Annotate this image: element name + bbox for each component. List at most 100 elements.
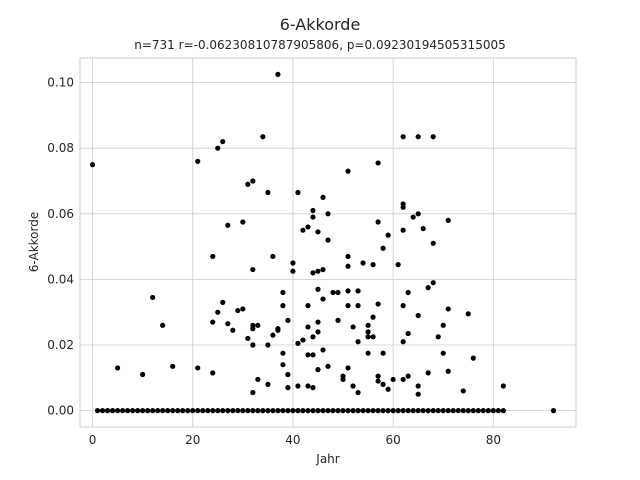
data-point bbox=[280, 303, 286, 309]
data-point bbox=[315, 367, 321, 373]
data-point bbox=[430, 280, 436, 286]
x-tick-label: 80 bbox=[486, 433, 501, 447]
data-point bbox=[325, 363, 331, 369]
data-point bbox=[165, 408, 171, 414]
data-point bbox=[300, 227, 306, 233]
data-point bbox=[280, 362, 286, 368]
data-point bbox=[410, 214, 416, 220]
data-point bbox=[114, 365, 121, 371]
data-point bbox=[285, 371, 291, 378]
data-point bbox=[490, 408, 496, 414]
data-point bbox=[225, 321, 231, 327]
data-point bbox=[395, 262, 401, 268]
data-point bbox=[310, 385, 316, 391]
data-point bbox=[310, 214, 316, 220]
data-point bbox=[295, 408, 301, 414]
data-point bbox=[375, 373, 381, 379]
data-point bbox=[215, 408, 221, 414]
data-point bbox=[175, 408, 181, 414]
data-point bbox=[485, 408, 491, 414]
data-point bbox=[385, 232, 391, 238]
data-point bbox=[445, 408, 451, 414]
data-point bbox=[405, 289, 411, 296]
data-point bbox=[250, 408, 256, 414]
data-point bbox=[470, 408, 476, 414]
data-point bbox=[130, 408, 136, 414]
data-point bbox=[150, 408, 156, 414]
y-tick-label: 0.08 bbox=[47, 141, 74, 155]
data-point bbox=[240, 408, 246, 414]
data-point bbox=[310, 352, 316, 358]
data-point bbox=[320, 296, 326, 302]
data-point bbox=[385, 386, 391, 392]
data-point bbox=[390, 376, 396, 383]
data-point bbox=[280, 289, 286, 296]
data-point bbox=[275, 327, 281, 333]
data-point bbox=[250, 389, 256, 396]
data-point bbox=[375, 219, 381, 225]
data-point bbox=[390, 408, 396, 414]
data-point bbox=[315, 329, 321, 335]
data-point bbox=[360, 408, 366, 414]
data-point bbox=[370, 262, 376, 268]
data-point bbox=[170, 408, 176, 414]
data-point bbox=[340, 376, 346, 383]
data-point bbox=[345, 408, 351, 414]
data-point bbox=[290, 408, 296, 414]
data-point bbox=[335, 317, 341, 323]
data-point bbox=[285, 385, 291, 391]
data-point bbox=[335, 408, 341, 414]
data-point bbox=[355, 339, 361, 345]
data-point bbox=[315, 229, 321, 235]
data-point bbox=[310, 408, 316, 414]
data-point bbox=[265, 381, 271, 387]
data-point bbox=[260, 408, 266, 414]
data-point bbox=[220, 139, 226, 145]
data-point bbox=[310, 207, 316, 214]
data-point bbox=[380, 245, 386, 251]
y-tick-label: 0.00 bbox=[47, 404, 74, 418]
data-point bbox=[305, 324, 311, 330]
data-point bbox=[300, 337, 306, 343]
data-point bbox=[415, 211, 421, 217]
data-point bbox=[160, 322, 166, 328]
data-point bbox=[400, 204, 406, 210]
tick-labels: 0 20 40 60 80 0.00 0.02 0.04 0.06 0.08 0.10 bbox=[47, 76, 501, 447]
data-point bbox=[360, 260, 366, 266]
data-point bbox=[295, 340, 301, 346]
data-point bbox=[425, 285, 431, 291]
data-point bbox=[400, 134, 406, 140]
data-point bbox=[210, 253, 216, 260]
data-point bbox=[140, 408, 146, 414]
data-point bbox=[355, 389, 361, 396]
data-point bbox=[104, 408, 111, 414]
data-point bbox=[415, 134, 421, 140]
data-point bbox=[275, 408, 281, 414]
data-point bbox=[365, 329, 371, 335]
y-tick-label: 0.02 bbox=[47, 338, 74, 352]
data-point bbox=[380, 350, 386, 356]
data-point bbox=[400, 408, 406, 414]
data-point bbox=[220, 299, 226, 305]
data-point bbox=[465, 311, 471, 317]
data-point bbox=[500, 383, 506, 389]
data-point bbox=[215, 145, 221, 151]
data-point bbox=[245, 181, 251, 187]
data-point bbox=[435, 408, 441, 414]
x-tick-label: 20 bbox=[185, 433, 200, 447]
data-point bbox=[255, 376, 261, 383]
data-point bbox=[365, 334, 371, 340]
data-point bbox=[255, 322, 261, 328]
data-point bbox=[440, 322, 446, 328]
data-point bbox=[375, 160, 381, 166]
data-point bbox=[350, 408, 356, 414]
data-point bbox=[415, 383, 421, 389]
data-point bbox=[290, 260, 296, 266]
data-point bbox=[415, 408, 421, 414]
data-point bbox=[190, 408, 196, 414]
data-point bbox=[200, 408, 206, 414]
data-point bbox=[345, 303, 351, 309]
data-point bbox=[265, 189, 271, 196]
data-point bbox=[345, 365, 351, 371]
